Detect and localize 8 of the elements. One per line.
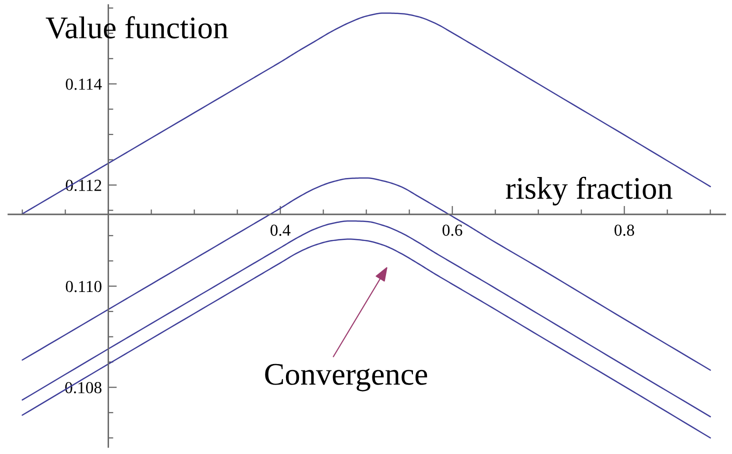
x-tick-label: 0.4 <box>270 224 290 236</box>
y-tick-label: 0.110 <box>66 280 102 292</box>
y-tick-label: 0.108 <box>65 382 102 394</box>
x-axis-title: risky fraction <box>506 176 672 206</box>
x-tick-label: 0.8 <box>614 224 634 236</box>
x-tick-label: 0.6 <box>442 224 462 236</box>
y-tick-label: 0.114 <box>66 78 102 90</box>
annotation: Convergence <box>265 364 428 392</box>
